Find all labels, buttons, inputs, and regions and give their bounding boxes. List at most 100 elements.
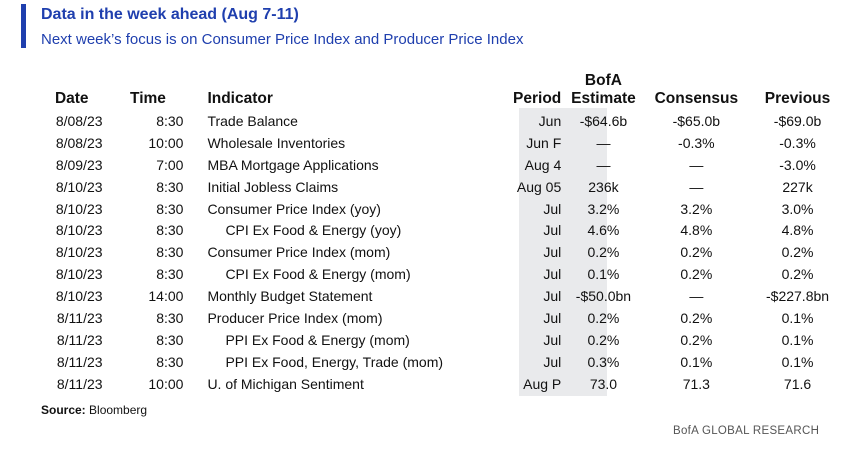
indicator-label: Producer Price Index (mom): [207, 309, 383, 326]
header-period: Period: [513, 90, 562, 107]
cell-date: 8/11/23: [56, 353, 103, 370]
cell-date: 8/10/23: [55, 200, 103, 217]
table-row: 8/11/23 10:00 U. of Michigan Sentiment Aug …: [41, 373, 848, 395]
cell-previous: 0.2%: [781, 244, 814, 261]
cell-previous: 0.1%: [781, 331, 814, 348]
table-row: 8/10/23 8:30 CPI Ex Food & Energy (yoy) Jul…: [41, 219, 848, 241]
cell-indicator: Monthly Budget Statement: [183, 285, 458, 307]
table-row: 8/10/23 8:30 Consumer Price Index (mom) Jul…: [41, 241, 848, 263]
indicator-label: PPI Ex Food, Energy, Trade (mom): [225, 353, 444, 370]
cell-time: 7:00: [156, 156, 184, 173]
page-title: Data in the week ahead (Aug 7-11): [41, 6, 299, 23]
cell-time: 8:30: [156, 178, 184, 195]
table-header-row: Date Time Indicator Period BofA Estimate…: [41, 64, 848, 110]
accent-bar: [21, 4, 26, 48]
cell-period: Jul: [543, 309, 562, 326]
cell-date: 8/10/23: [55, 266, 103, 283]
table-row: 8/11/23 8:30 PPI Ex Food, Energy, Trade (m…: [41, 351, 848, 373]
cell-time: 10:00: [148, 134, 184, 151]
source-note: Source: Bloomberg: [41, 403, 147, 417]
cell-time: 10:00: [148, 375, 184, 392]
cell-estimate: 0.2%: [587, 309, 620, 326]
header-estimate-line1: BofA: [584, 72, 622, 89]
cell-consensus: —: [689, 288, 704, 305]
cell-time: 8:30: [156, 309, 184, 326]
table-body: 8/08/23 8:30 Trade Balance Jun -$64.6b -$65.0…: [41, 110, 848, 395]
table-row: 8/09/23 7:00 MBA Mortgage Applications Aug …: [41, 154, 848, 176]
indicator-label: U. of Michigan Sentiment: [207, 375, 364, 392]
cell-estimate: 0.2%: [587, 331, 620, 348]
cell-time: 8:30: [156, 222, 184, 239]
cell-indicator: Trade Balance: [183, 110, 458, 132]
cell-period: Jul: [543, 200, 562, 217]
cell-date: 8/10/23: [55, 244, 103, 261]
indicator-label: Initial Jobless Claims: [207, 178, 339, 195]
page-subtitle: Next week’s focus is on Consumer Price I…: [41, 31, 524, 48]
cell-period: Jun F: [526, 134, 562, 151]
table-row: 8/10/23 8:30 Consumer Price Index (yoy) Jul…: [41, 198, 848, 220]
cell-date: 8/11/23: [56, 309, 103, 326]
cell-consensus: -0.3%: [678, 134, 715, 151]
header-consensus: Consensus: [654, 90, 739, 107]
cell-period: Jul: [543, 331, 562, 348]
estimate-column-shade: [519, 108, 607, 396]
cell-date: 8/10/23: [55, 178, 103, 195]
table-row: 8/08/23 10:00 Wholesale Inventories Jun F — -…: [41, 132, 848, 154]
indicator-label: Trade Balance: [207, 112, 298, 129]
header-estimate: BofA Estimate: [561, 64, 645, 110]
cell-estimate: 236k: [588, 178, 619, 195]
cell-previous: -$227.8bn: [766, 288, 830, 305]
cell-consensus: -$65.0b: [672, 112, 721, 129]
cell-date: 8/10/23: [55, 288, 103, 305]
cell-previous: 0.2%: [781, 266, 814, 283]
cell-indicator: PPI Ex Food & Energy (mom): [183, 329, 458, 351]
table-row: 8/10/23 8:30 CPI Ex Food & Energy (mom) Jul…: [41, 263, 848, 285]
cell-date: 8/11/23: [56, 375, 103, 392]
cell-indicator: MBA Mortgage Applications: [183, 154, 458, 176]
cell-date: 8/11/23: [56, 331, 103, 348]
cell-date: 8/10/23: [55, 222, 103, 239]
cell-indicator: PPI Ex Food, Energy, Trade (mom): [183, 351, 458, 373]
cell-period: Jun: [538, 112, 562, 129]
cell-period: Jul: [543, 222, 562, 239]
indicator-label: Consumer Price Index (yoy): [207, 200, 381, 217]
indicator-label: CPI Ex Food & Energy (mom): [225, 266, 411, 283]
cell-previous: 3.0%: [781, 200, 814, 217]
table-row: 8/11/23 8:30 PPI Ex Food & Energy (mom) Jul…: [41, 329, 848, 351]
indicator-label: MBA Mortgage Applications: [207, 156, 379, 173]
cell-indicator: U. of Michigan Sentiment: [183, 373, 458, 395]
cell-period: Aug 4: [524, 156, 562, 173]
cell-consensus: 0.2%: [680, 309, 713, 326]
cell-previous: -3.0%: [779, 156, 816, 173]
indicator-label: CPI Ex Food & Energy (yoy): [225, 222, 402, 239]
cell-previous: -$69.0b: [773, 112, 822, 129]
cell-estimate: 4.6%: [587, 222, 620, 239]
cell-date: 8/08/23: [55, 112, 103, 129]
cell-period: Jul: [543, 288, 562, 305]
cell-consensus: 4.8%: [680, 222, 713, 239]
header-date: Date: [54, 90, 89, 107]
cell-period: Aug 05: [516, 178, 562, 195]
cell-previous: 4.8%: [781, 222, 814, 239]
header-previous: Previous: [764, 90, 831, 107]
cell-estimate: -$64.6b: [579, 112, 628, 129]
source-value: Bloomberg: [89, 403, 148, 417]
cell-previous: 71.6: [783, 375, 812, 392]
cell-time: 8:30: [156, 112, 184, 129]
table-row: 8/10/23 8:30 Initial Jobless Claims Aug 05 2…: [41, 176, 848, 198]
cell-indicator: Consumer Price Index (mom): [183, 241, 458, 263]
cell-time: 8:30: [156, 353, 184, 370]
cell-time: 8:30: [156, 266, 184, 283]
economic-calendar-table: Date Time Indicator Period BofA Estimate…: [41, 64, 848, 395]
indicator-label: Monthly Budget Statement: [207, 288, 373, 305]
cell-estimate: -$50.0bn: [575, 288, 632, 305]
cell-previous: -0.3%: [779, 134, 816, 151]
cell-estimate: 0.2%: [587, 244, 620, 261]
cell-period: Jul: [543, 353, 562, 370]
brand-label: BofA GLOBAL RESEARCH: [673, 425, 820, 437]
cell-estimate: 3.2%: [587, 200, 620, 217]
cell-indicator: CPI Ex Food & Energy (mom): [183, 263, 458, 285]
cell-estimate: —: [596, 134, 611, 151]
cell-consensus: 3.2%: [680, 200, 713, 217]
table-row: 8/08/23 8:30 Trade Balance Jun -$64.6b -$65.0…: [41, 110, 848, 132]
